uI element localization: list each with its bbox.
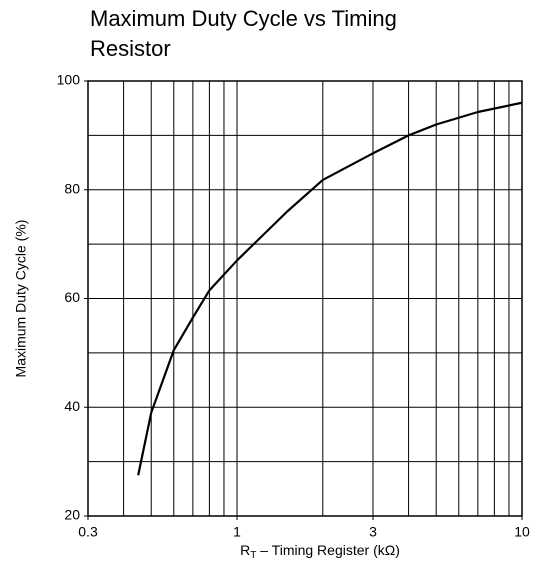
x-tick-label: 1 [233, 524, 241, 540]
x-axis-label-main: R [240, 542, 250, 558]
y-tick-label: 100 [57, 72, 81, 88]
x-axis-label-rest: – Timing Register (kΩ) [256, 542, 400, 558]
y-tick-label: 40 [64, 398, 80, 414]
x-axis-label: RT – Timing Register (kΩ) [240, 542, 400, 561]
y-axis-label: Maximum Duty Cycle (%) [13, 220, 29, 378]
x-tick-label: 10 [514, 524, 530, 540]
x-tick-label: 3 [369, 524, 377, 540]
data-line [137, 101, 523, 476]
y-tick-label: 20 [64, 507, 80, 523]
x-tick-label: 0.3 [78, 524, 98, 540]
chart-title: Maximum Duty Cycle vs Timing Resistor [90, 6, 397, 61]
x-axis-label-sub: T [250, 550, 256, 561]
y-tick-label: 60 [64, 289, 80, 305]
y-tick-label: 80 [64, 180, 80, 196]
